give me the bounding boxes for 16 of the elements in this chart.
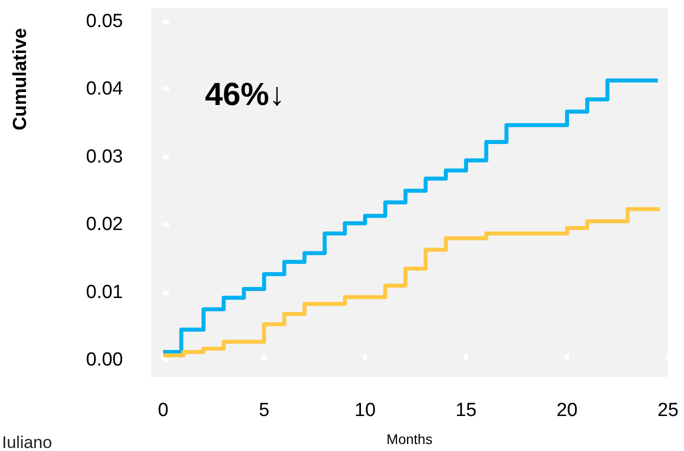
- x-tick-label: 15: [455, 400, 477, 421]
- text: Iuliano: [2, 433, 52, 451]
- x-tick-label: 25: [657, 400, 679, 421]
- y-axis-title: Cumulative: [10, 28, 31, 130]
- x-tick-label: 10: [354, 400, 376, 421]
- y-tick-label: 0.01: [86, 282, 123, 303]
- annotation: 46%↓: [205, 76, 286, 112]
- x-tick-label: 5: [258, 400, 270, 421]
- x-tick-label: 20: [556, 400, 578, 421]
- y-tick-label: 0.04: [86, 78, 124, 100]
- y-tick-label: 0.00: [86, 350, 123, 371]
- y-tick-label: 0.05: [86, 11, 123, 32]
- x-tick-label: 0: [158, 400, 168, 421]
- y-tick-label: 0.02: [86, 214, 123, 236]
- x-axis-title: Months: [386, 431, 432, 447]
- y-tick-label: 0.03: [86, 146, 123, 168]
